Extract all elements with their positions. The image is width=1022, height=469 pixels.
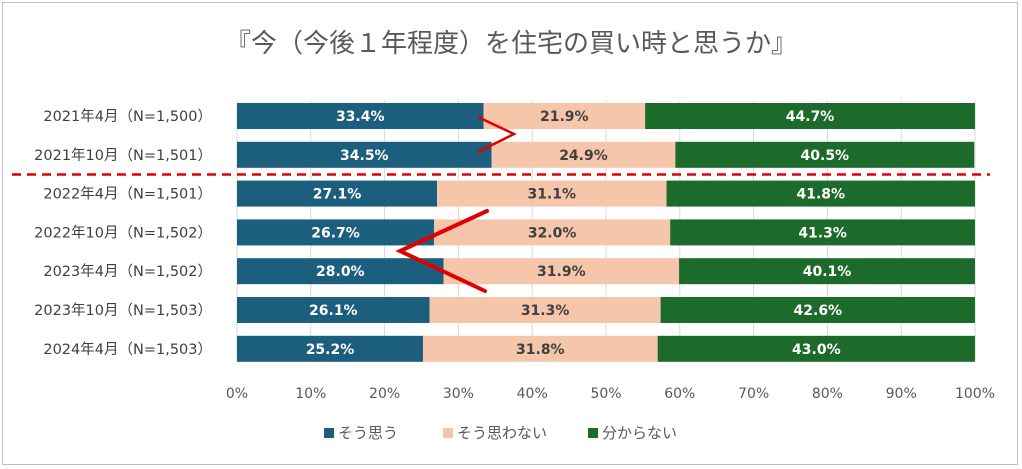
data-label: 34.5%: [340, 148, 389, 164]
bar-segment: [660, 297, 975, 323]
x-tick-label: 80%: [812, 386, 843, 402]
arrow-annotation: [477, 115, 517, 154]
annotations: [12, 115, 990, 293]
data-label: 44.7%: [786, 109, 835, 125]
category-label: 2021年10月（N=1,501）: [34, 147, 212, 164]
category-label: 2024年4月（N=1,503）: [43, 341, 212, 358]
x-tick-label: 90%: [886, 386, 917, 402]
legend-swatch: [443, 428, 453, 438]
bar-segment: [491, 141, 676, 168]
category-labels: 2021年4月（N=1,500） 2021年10月（N=1,501） 2022年4月…: [34, 108, 212, 358]
x-tick-label: 10%: [295, 386, 326, 402]
data-label: 27.1%: [313, 187, 362, 203]
bar-segment: [443, 258, 680, 285]
x-axis-ticks: 0% 10% 20% 30% 40% 50% 60% 70% 80% 90% 100%: [226, 386, 995, 402]
bar-segment: [670, 219, 975, 246]
category-label: 2023年4月（N=1,502）: [43, 263, 212, 280]
data-label: 28.0%: [316, 264, 365, 280]
data-label: 40.5%: [801, 148, 850, 164]
data-label: 42.6%: [794, 303, 843, 319]
x-tick-label: 20%: [369, 386, 400, 402]
data-label: 32.0%: [528, 225, 577, 241]
data-label: 43.0%: [792, 342, 841, 358]
bar-segment: [237, 219, 435, 246]
data-label: 31.3%: [521, 303, 570, 319]
data-label: 40.1%: [803, 264, 852, 280]
bar-segment: [422, 335, 658, 362]
legend-swatch: [588, 428, 598, 438]
data-label: 24.9%: [559, 148, 608, 164]
data-label: 31.9%: [537, 264, 586, 280]
legend-label: 分からない: [602, 424, 677, 442]
bar-segment: [237, 103, 484, 129]
data-label: 41.8%: [796, 187, 845, 203]
bar-segment: [675, 141, 975, 168]
x-tick-label: 60%: [664, 386, 695, 402]
data-label: 41.3%: [798, 225, 847, 241]
chart-title: 『今（今後１年程度）を住宅の買い時と思うか』: [225, 29, 797, 59]
data-label: 25.2%: [306, 342, 355, 358]
data-label: 21.9%: [540, 109, 589, 125]
bar-segment: [237, 335, 423, 362]
x-tick-label: 40%: [517, 386, 548, 402]
data-label: 31.1%: [527, 187, 576, 203]
bar-segment: [645, 103, 975, 129]
category-label: 2021年4月（N=1,500）: [43, 108, 212, 125]
arrow-annotation: [395, 209, 489, 293]
bar-segment: [679, 258, 975, 285]
bar-segment: [237, 297, 430, 323]
bar-segment: [237, 141, 492, 168]
bar-segment: [434, 219, 671, 246]
data-label: 33.4%: [336, 109, 385, 125]
x-tick-label: 100%: [955, 386, 995, 402]
category-label: 2022年4月（N=1,501）: [43, 186, 212, 203]
x-tick-label: 70%: [738, 386, 769, 402]
bars: 33.4% 21.9% 44.7% 34.5% 24.9% 40.5% 27.1% 31.1%…: [237, 103, 975, 362]
bar-segment: [237, 180, 437, 207]
bar-segment: [666, 180, 975, 207]
data-label: 26.7%: [311, 225, 360, 241]
bar-segment: [436, 180, 667, 207]
category-label: 2023年10月（N=1,503）: [34, 302, 212, 319]
bar-segment: [429, 297, 661, 323]
data-label: 31.8%: [516, 342, 565, 358]
legend: そう思う そう思わない 分からない: [324, 424, 677, 442]
legend-swatch: [324, 428, 334, 438]
data-label: 26.1%: [309, 303, 358, 319]
legend-label: そう思わない: [457, 424, 547, 442]
bar-segment: [657, 335, 975, 362]
x-tick-label: 0%: [226, 386, 248, 402]
bar-segment: [483, 103, 646, 129]
category-label: 2022年10月（N=1,502）: [34, 224, 212, 241]
bar-segment: [237, 258, 444, 285]
legend-label: そう思う: [338, 424, 398, 442]
x-tick-label: 30%: [443, 386, 474, 402]
x-tick-label: 50%: [590, 386, 621, 402]
